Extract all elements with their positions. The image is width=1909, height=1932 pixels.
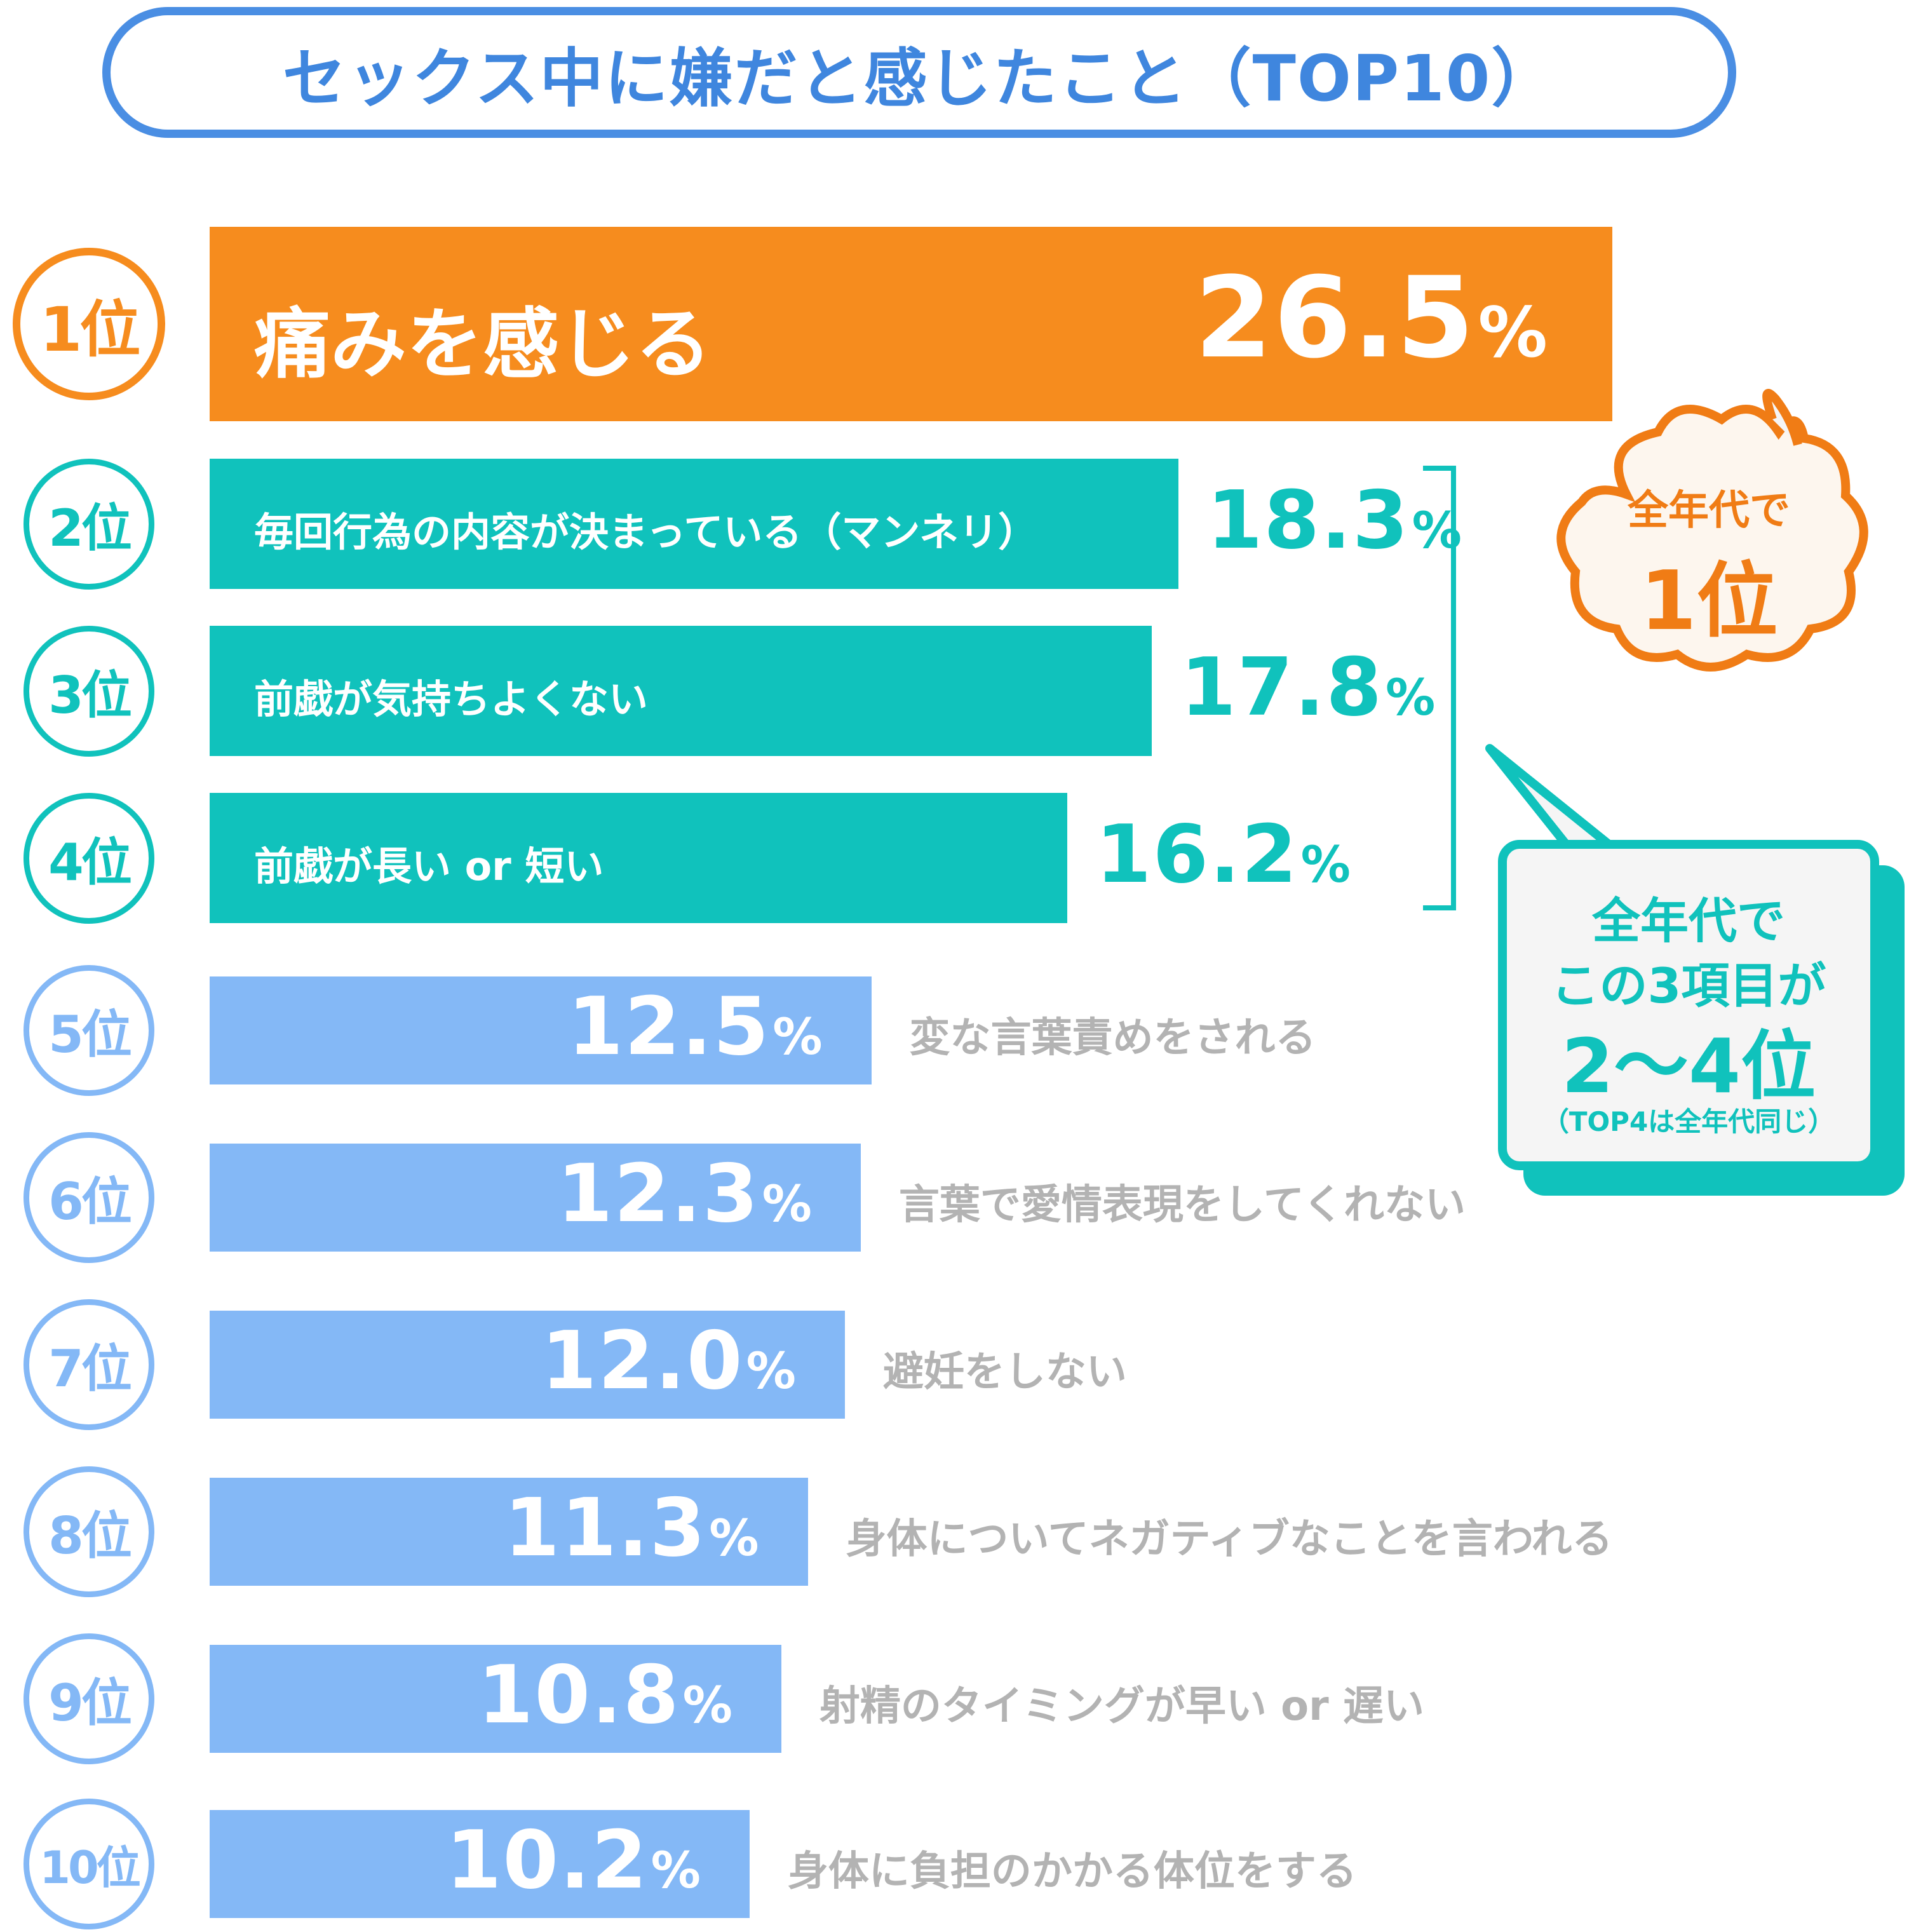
callout-line1: 全年代で (1592, 893, 1785, 949)
bar-5 (210, 976, 872, 1084)
category-label-10: 身体に負担のかかる体位をする (787, 1848, 1357, 1895)
rank-badge-4: 4位 (24, 792, 154, 924)
category-label-8: 身体についてネガティブなことを言われる (846, 1516, 1613, 1563)
value-label-4: 16.2% (1095, 807, 1352, 901)
value-label-7: 12.0% (541, 1314, 797, 1407)
value-label-10: 10.2% (445, 1813, 702, 1907)
rank-badge-5: 5位 (24, 965, 154, 1096)
callout-box (1498, 840, 1879, 1170)
rank-badge-9: 9位 (24, 1633, 154, 1764)
cloud-badge-shape (1556, 405, 1868, 672)
chart-title: セックス中に嫌だと感じたこと（TOP10） (102, 7, 1736, 138)
rank-badge-2: 2位 (24, 458, 154, 590)
bar-6 (210, 1144, 861, 1252)
cloud-badge-shape (1762, 389, 1802, 446)
bar-4 (210, 793, 1067, 923)
category-label-9: 射精のタイミングが早い or 遅い (819, 1683, 1424, 1730)
rank-badge-7: 7位 (24, 1299, 154, 1430)
bar-7 (210, 1311, 845, 1419)
cloud-line2: 1位 (1640, 554, 1778, 649)
rank-badge-10: 10位 (24, 1799, 154, 1929)
top2-4-bracket (1423, 466, 1456, 910)
value-label-5: 12.5% (567, 980, 824, 1073)
bar-8 (210, 1478, 808, 1586)
category-label-1: 痛みを感じる (254, 301, 712, 389)
bar-1 (210, 227, 1612, 421)
category-label-6: 言葉で愛情表現をしてくれない (898, 1182, 1466, 1229)
callout-line3: 2〜4位 (1561, 1022, 1816, 1110)
callout-line4: （TOP4は全年代同じ） (1542, 1106, 1835, 1137)
value-label-6: 12.3% (557, 1147, 813, 1240)
callout-tail (1485, 744, 1618, 853)
category-label-5: 変な言葉責めをされる (909, 1015, 1316, 1062)
cloud-line1: 全年代で (1628, 487, 1790, 534)
value-label-9: 10.8% (477, 1648, 734, 1741)
rank-badge-3: 3位 (24, 625, 154, 757)
category-label-7: 避妊をしない (882, 1349, 1127, 1396)
bar-10 (210, 1810, 750, 1918)
value-label-1: 26.5% (1194, 253, 1549, 383)
bar-9 (210, 1645, 781, 1753)
rank-badge-8: 8位 (24, 1466, 154, 1597)
bar-3 (210, 626, 1152, 756)
rank-badge-6: 6位 (24, 1132, 154, 1263)
value-label-3: 17.8% (1180, 640, 1437, 734)
category-label-3: 前戯が気持ちよくない (254, 675, 649, 722)
category-label-4: 前戯が長い or 短い (254, 842, 604, 889)
category-label-2: 毎回行為の内容が決まっている（マンネリ） (254, 508, 1038, 555)
value-label-8: 11.3% (504, 1481, 760, 1574)
bar-2 (210, 459, 1178, 589)
chart-title-text: セックス中に嫌だと感じたこと（TOP10） (282, 41, 1556, 116)
callout-line2: この3項目が (1551, 957, 1826, 1014)
